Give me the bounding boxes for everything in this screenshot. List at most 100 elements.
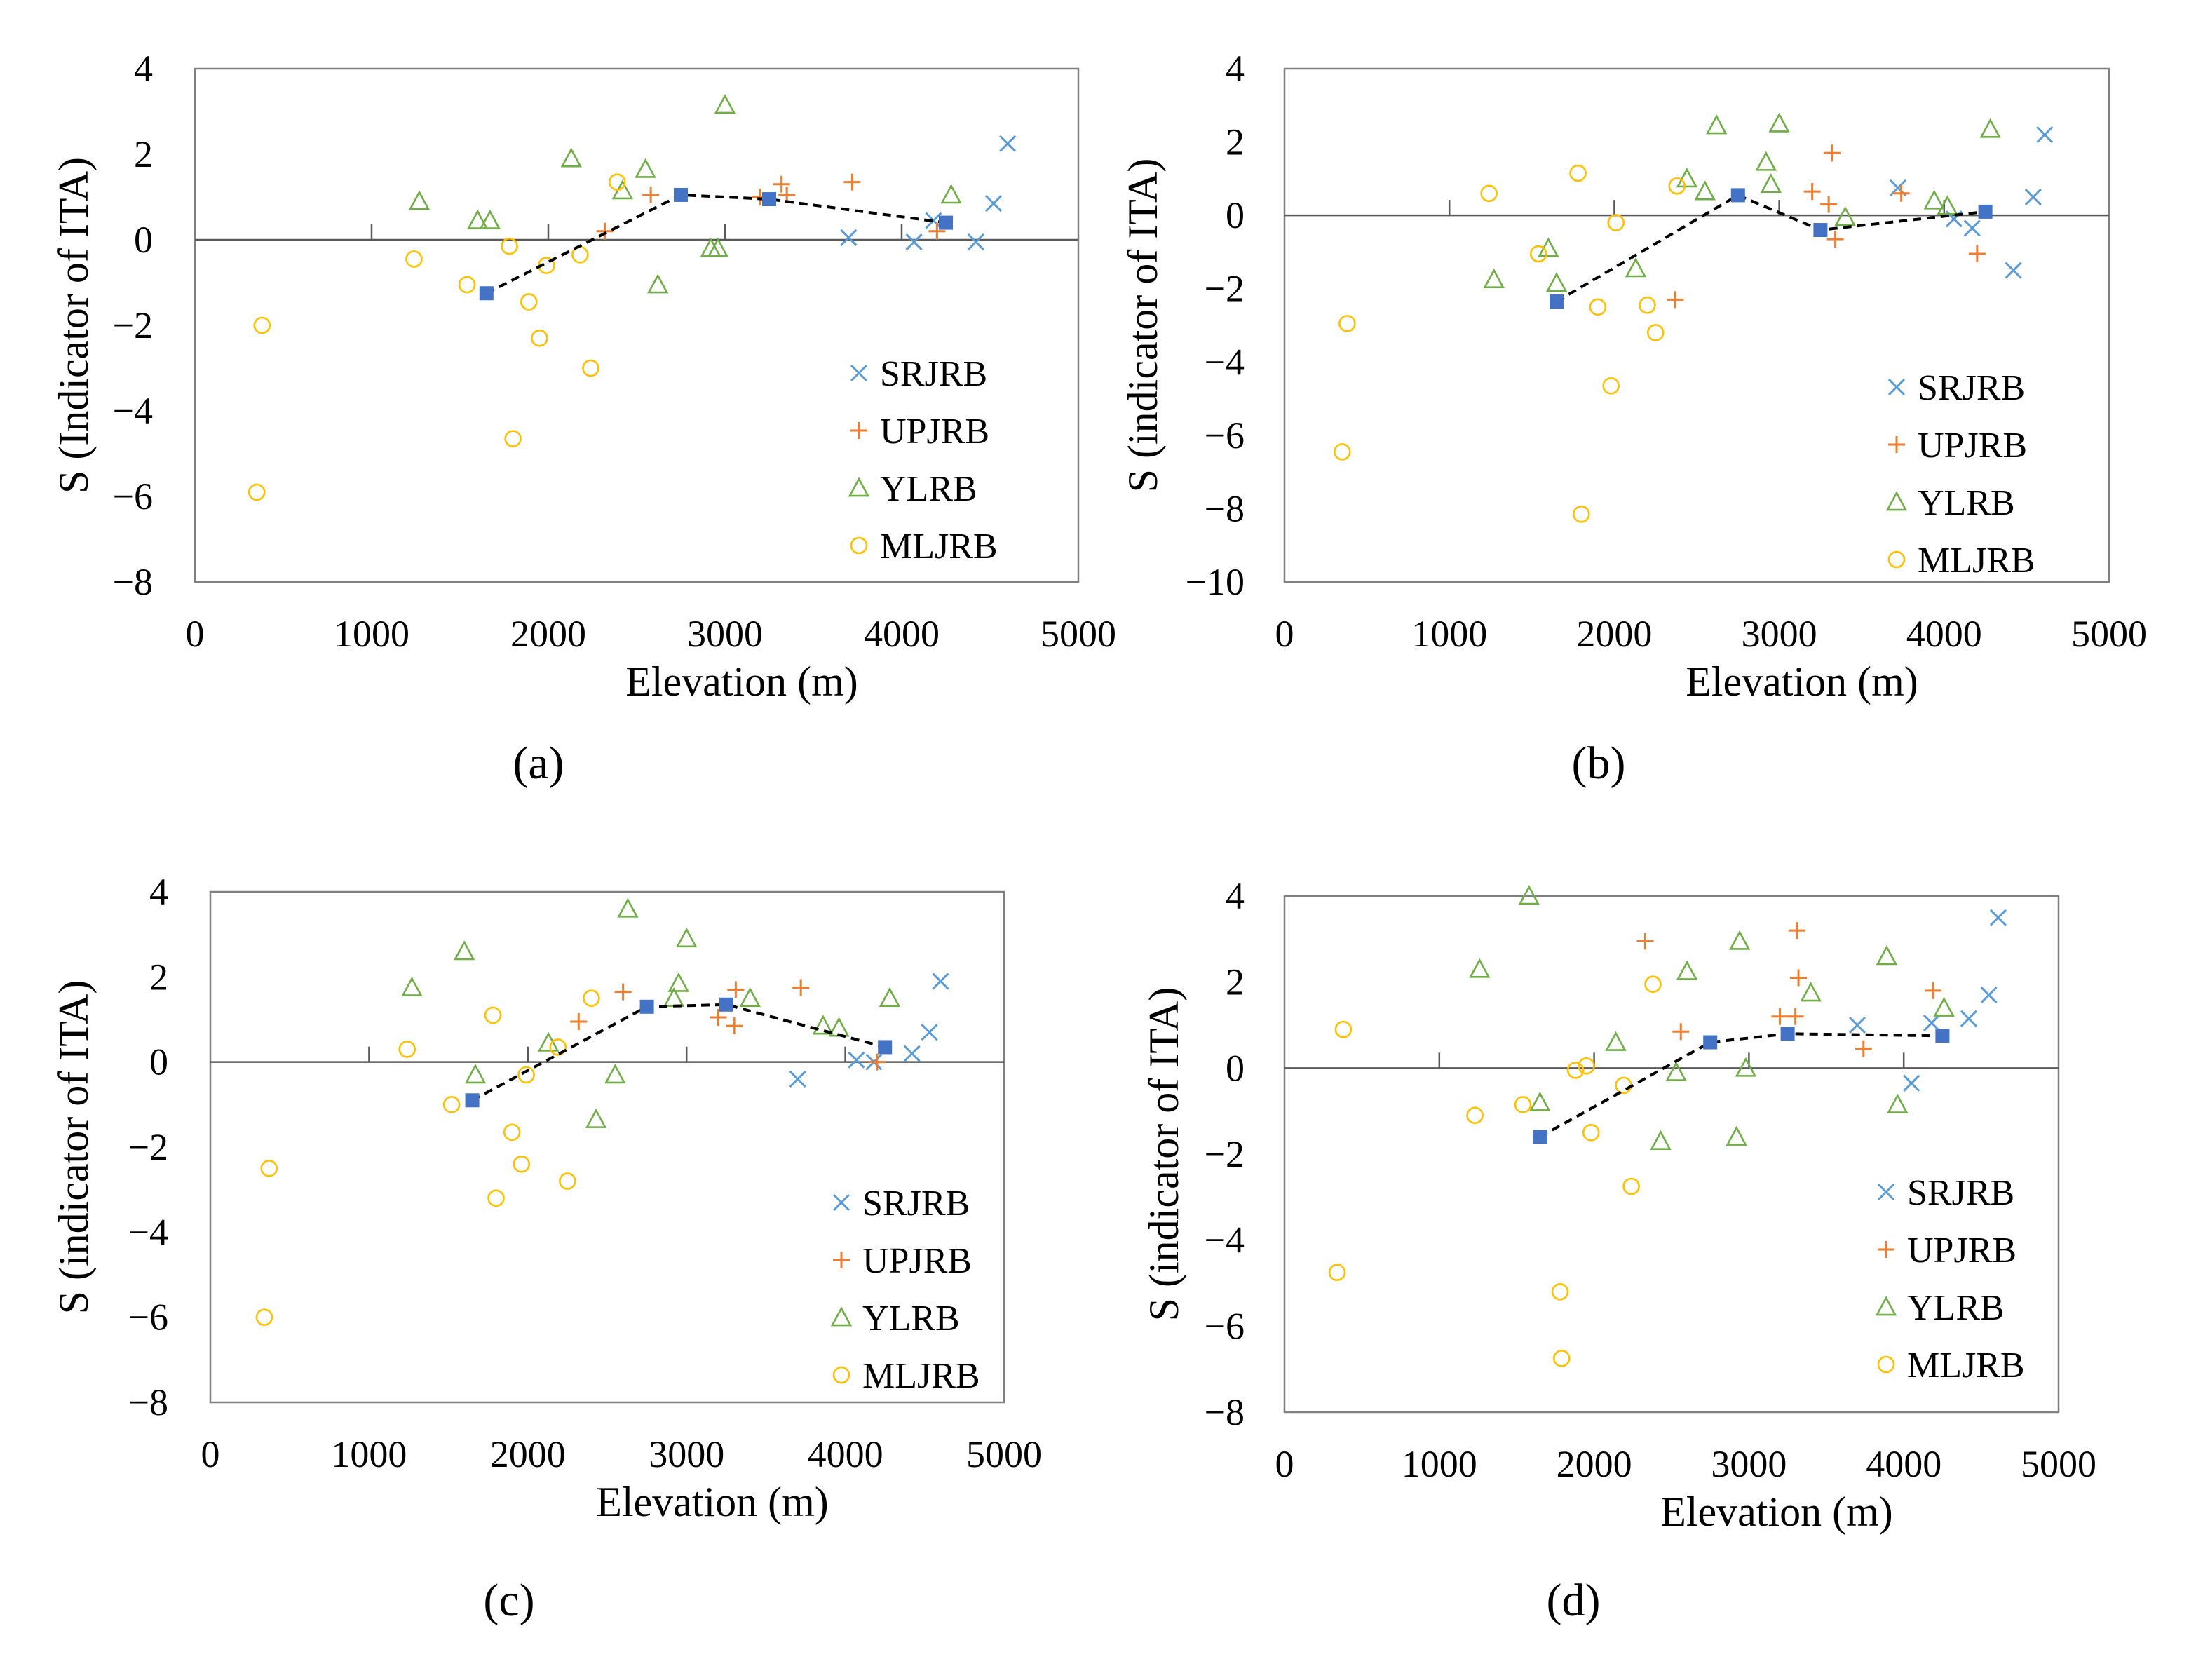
y-tick-label: −10 bbox=[1186, 561, 1245, 603]
x-tick-label: 2000 bbox=[1557, 1443, 1632, 1485]
panel-caption: (b) bbox=[1572, 738, 1626, 789]
x-tick-label: 1000 bbox=[1411, 613, 1487, 655]
y-tick-label: 2 bbox=[1226, 121, 1245, 163]
data-point-upjrb bbox=[1968, 245, 1986, 263]
data-point-srjrb bbox=[984, 195, 1003, 212]
data-point-mljrb bbox=[520, 293, 538, 311]
data-point-ylrb bbox=[1518, 885, 1540, 905]
data-point-mljrb bbox=[487, 1189, 505, 1207]
data-point-mljrb bbox=[513, 1155, 531, 1173]
y-tick-label: −6 bbox=[1205, 414, 1245, 456]
data-point-ylrb bbox=[1755, 151, 1777, 171]
data-point-mljrb bbox=[608, 173, 626, 191]
data-point-ylrb bbox=[1706, 114, 1728, 135]
data-point-srjrb bbox=[903, 1045, 921, 1062]
legend-entry-ylrb: YLRB bbox=[880, 469, 977, 509]
x-tick-label: 4000 bbox=[1906, 613, 1982, 655]
data-point-srjrb bbox=[1923, 1014, 1941, 1031]
x-axis-label: Elevation (m) bbox=[1686, 658, 1918, 705]
data-point-mljrb bbox=[559, 1172, 576, 1190]
chart-panel-b: 0 1000 2000 3000 4000 5000 4 2 0 −2 −4 −6 −8 −10 Eleva… bbox=[1120, 48, 2147, 789]
data-point-mljrb bbox=[1602, 377, 1620, 395]
mean-point-marker bbox=[1730, 188, 1745, 203]
data-point-srjrb bbox=[1963, 219, 1981, 237]
data-point-mljrb bbox=[1551, 1282, 1569, 1301]
data-point-ylrb bbox=[1933, 996, 1955, 1017]
y-tick-label: −8 bbox=[113, 561, 153, 603]
legend-entry-ylrb: YLRB bbox=[1907, 1288, 2005, 1328]
data-point-mljrb bbox=[1589, 298, 1607, 316]
data-point-mljrb bbox=[1607, 214, 1625, 231]
data-point-ylrb bbox=[714, 94, 736, 114]
data-point-mljrb bbox=[1582, 1124, 1600, 1142]
data-point-ylrb bbox=[560, 147, 582, 168]
x-tick-label: 0 bbox=[186, 613, 205, 655]
data-point-ylrb bbox=[707, 237, 729, 257]
data-point-mljrb bbox=[583, 989, 600, 1007]
triangle-icon bbox=[830, 1306, 853, 1327]
y-tick-label: −2 bbox=[1205, 268, 1245, 310]
mean-point-marker bbox=[1935, 1029, 1950, 1043]
data-point-mljrb bbox=[484, 1006, 502, 1024]
data-point-mljrb bbox=[1569, 164, 1587, 182]
data-point-ylrb bbox=[1676, 960, 1698, 980]
legend: SRJRB UPJRB YLRB MLJRB bbox=[1885, 368, 2035, 581]
triangle-icon bbox=[1875, 1296, 1897, 1316]
data-point-mljrb bbox=[501, 237, 518, 255]
data-point-upjrb bbox=[1788, 922, 1805, 940]
data-point-ylrb bbox=[1760, 172, 1782, 194]
cross-x-icon bbox=[850, 364, 868, 382]
data-point-mljrb bbox=[1338, 315, 1356, 332]
y-tick-label: −6 bbox=[128, 1296, 168, 1339]
x-tick-label: 2000 bbox=[1576, 613, 1652, 655]
data-point-ylrb bbox=[585, 1108, 607, 1128]
data-point-mljrb bbox=[1578, 1057, 1595, 1075]
plus-icon bbox=[1878, 1241, 1894, 1258]
x-tick-label: 0 bbox=[201, 1433, 220, 1475]
mean-trend-line bbox=[1556, 194, 1986, 303]
data-point-ylrb bbox=[1800, 982, 1822, 1002]
data-point-srjrb bbox=[967, 233, 984, 251]
data-point-upjrb bbox=[1790, 969, 1808, 987]
data-point-ylrb bbox=[408, 190, 431, 210]
data-point-upjrb bbox=[1672, 1023, 1690, 1041]
data-point-mljrb bbox=[549, 1038, 567, 1056]
y-tick-label: 0 bbox=[134, 219, 153, 261]
data-point-upjrb bbox=[1787, 1008, 1804, 1025]
mean-point-marker bbox=[674, 187, 688, 202]
data-point-ylrb bbox=[1605, 1031, 1627, 1051]
legend-entry-mljrb: MLJRB bbox=[880, 527, 998, 567]
circle-icon bbox=[1887, 550, 1906, 569]
x-tick-label: 2000 bbox=[490, 1433, 566, 1475]
data-point-upjrb bbox=[1823, 144, 1841, 162]
mean-point-marker bbox=[1533, 1130, 1547, 1144]
data-point-mljrb bbox=[1622, 1177, 1640, 1195]
x-tick-label: 1000 bbox=[1402, 1443, 1477, 1485]
data-point-mljrb bbox=[1615, 1076, 1632, 1095]
y-tick-label: 4 bbox=[1226, 48, 1245, 90]
data-point-ylrb bbox=[1979, 118, 2001, 138]
x-tick-label: 5000 bbox=[966, 1433, 1042, 1475]
data-point-mljrb bbox=[260, 1160, 278, 1177]
mean-point-marker bbox=[1813, 223, 1828, 238]
mean-point-marker bbox=[762, 192, 776, 207]
data-point-mljrb bbox=[1529, 245, 1547, 263]
x-tick-label: 3000 bbox=[1711, 1443, 1787, 1485]
data-point-mljrb bbox=[1552, 1350, 1571, 1367]
data-point-upjrb bbox=[868, 1053, 886, 1071]
x-tick-label: 3000 bbox=[687, 613, 763, 655]
data-point-mljrb bbox=[1573, 505, 1590, 523]
legend-entry-mljrb: MLJRB bbox=[1907, 1346, 2025, 1386]
data-point-mljrb bbox=[1334, 443, 1351, 461]
data-point-srjrb bbox=[921, 1024, 938, 1041]
y-tick-label: −4 bbox=[128, 1211, 168, 1253]
data-point-srjrb bbox=[2005, 262, 2022, 279]
y-tick-label: −2 bbox=[113, 304, 153, 346]
data-point-srjrb bbox=[932, 973, 949, 990]
data-point-mljrb bbox=[1328, 1264, 1346, 1281]
data-point-mljrb bbox=[504, 430, 522, 447]
mean-point-marker bbox=[1978, 204, 1993, 219]
data-point-ylrb bbox=[1694, 180, 1716, 201]
cross-x-icon bbox=[1887, 378, 1906, 396]
plot-frame bbox=[194, 67, 1080, 583]
